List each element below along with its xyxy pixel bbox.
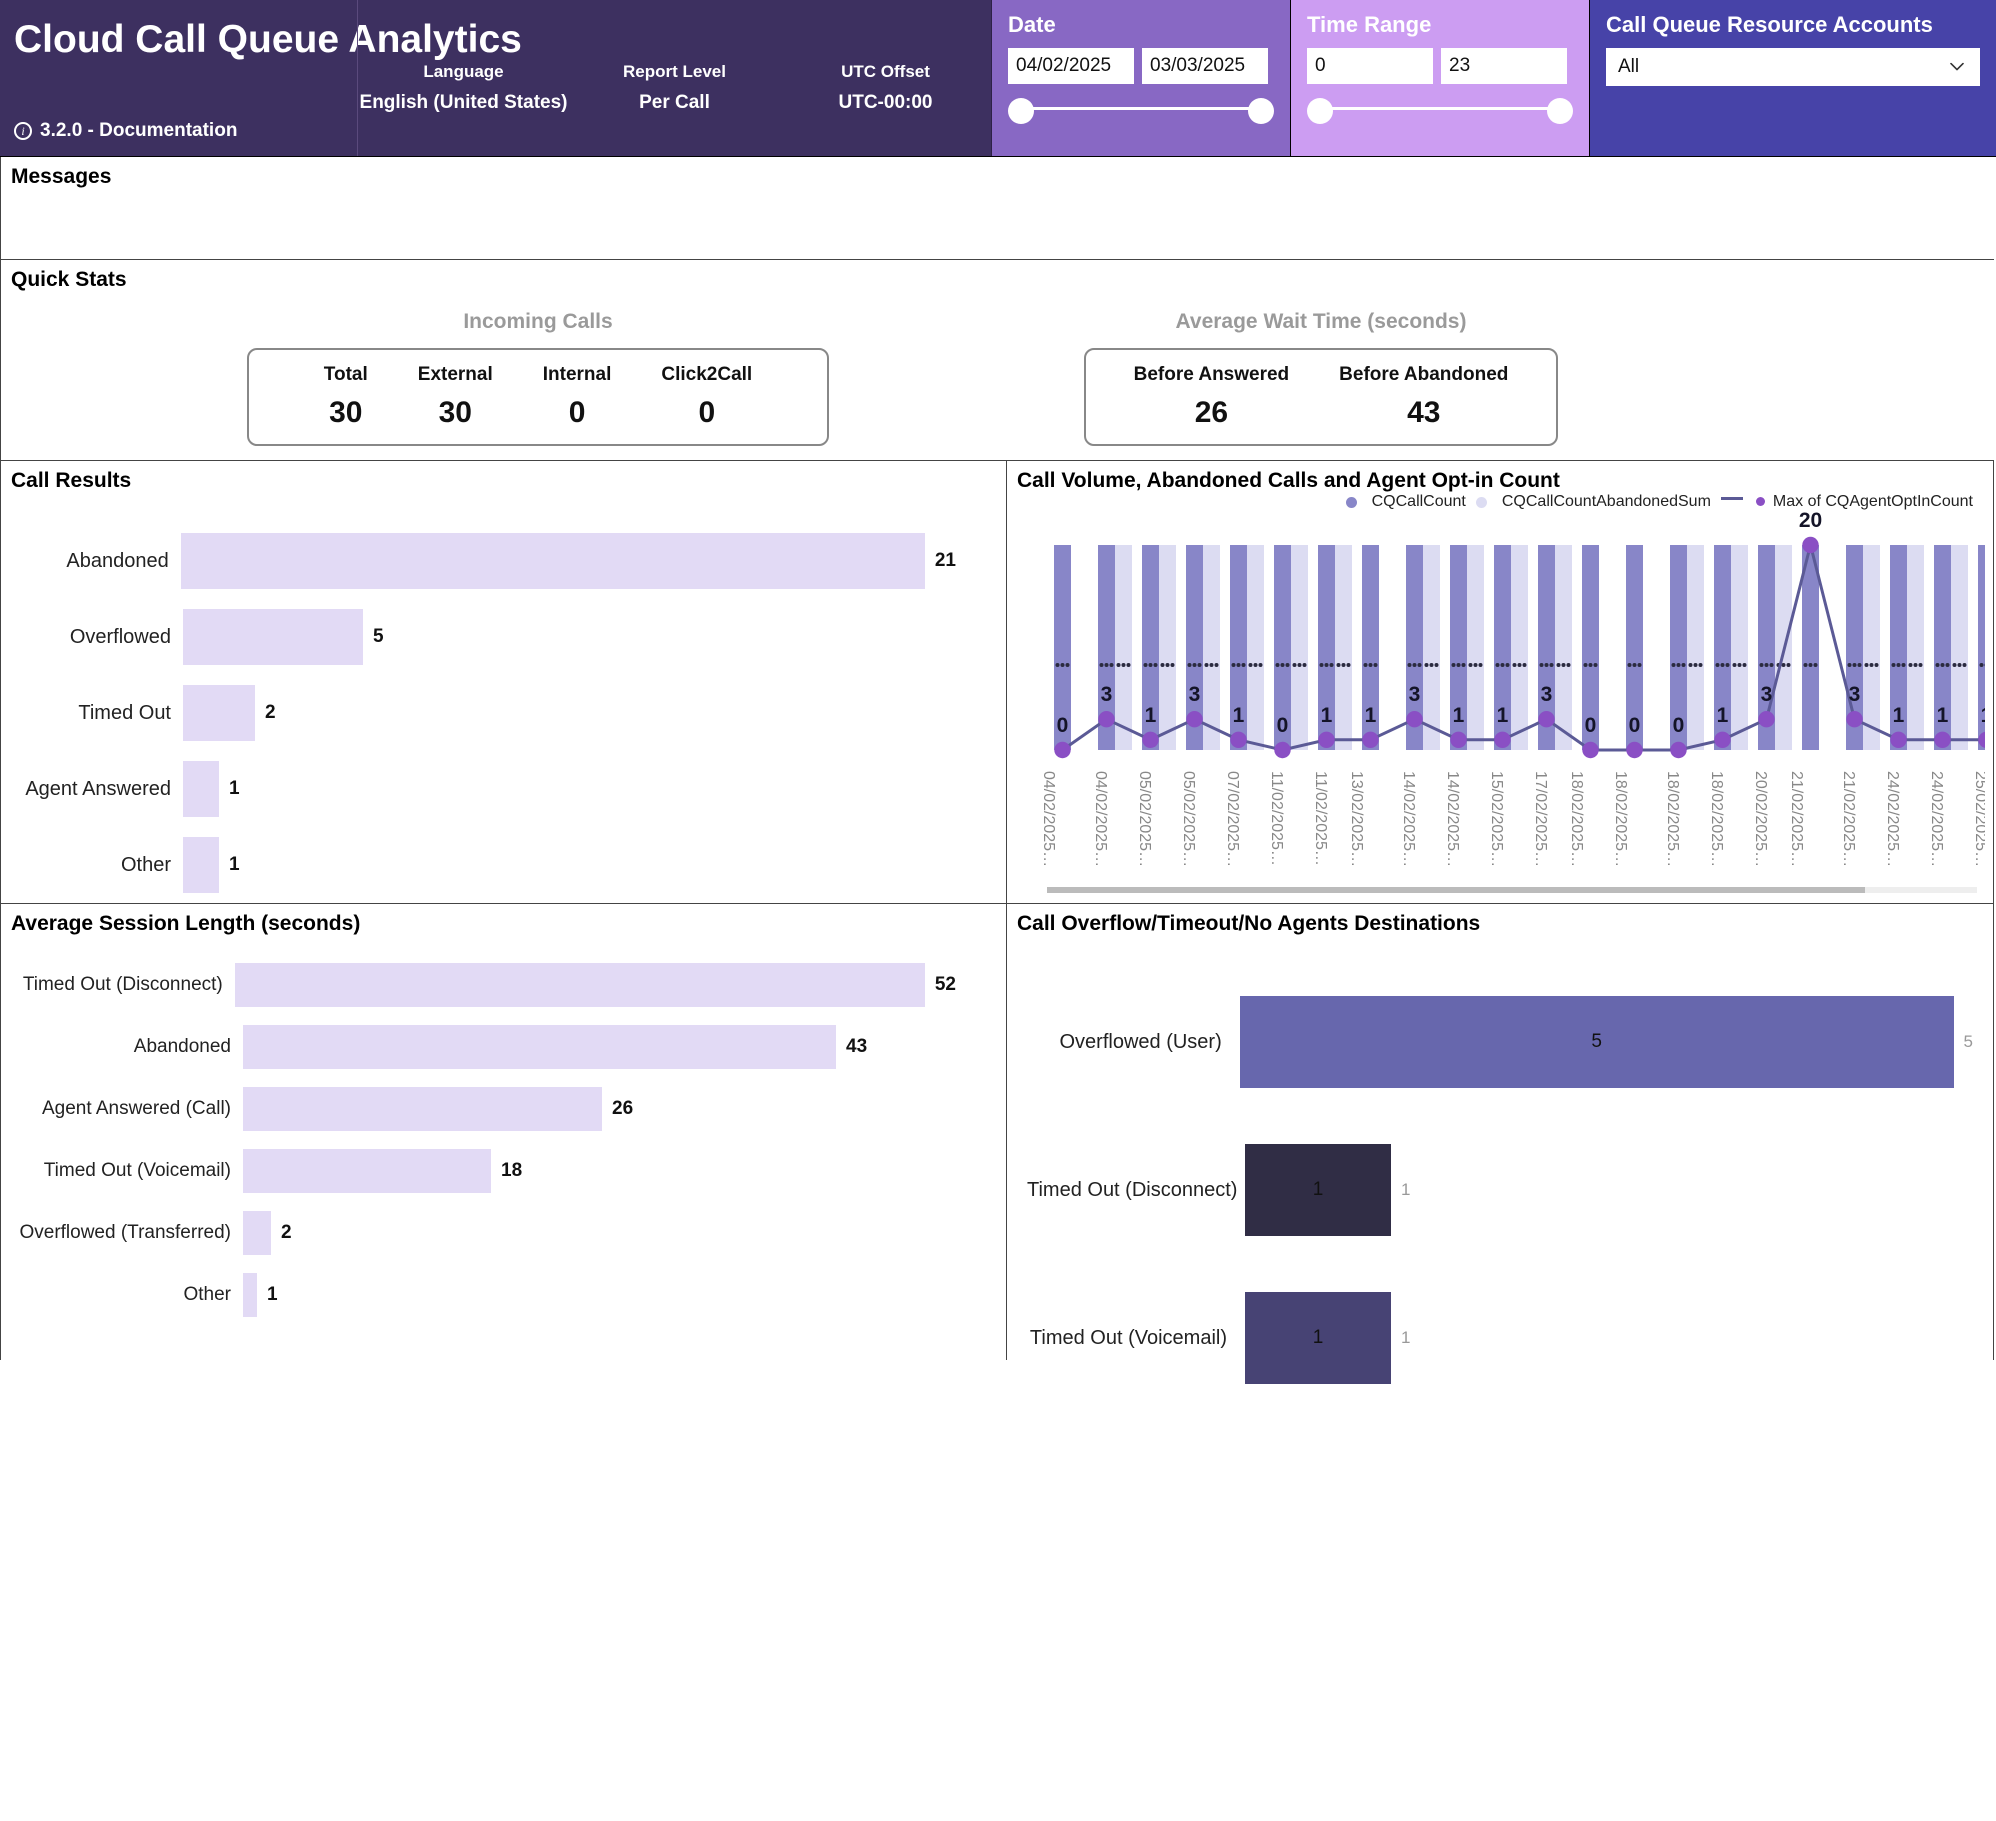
svg-text:1: 1 (1321, 704, 1333, 727)
svg-text:1: 1 (1145, 704, 1157, 727)
svg-text:1: 1 (1717, 704, 1729, 727)
svg-text:1: 1 (1937, 704, 1949, 727)
svg-text:1: 1 (1233, 704, 1245, 727)
svg-text:3: 3 (1761, 683, 1773, 706)
svg-text:0: 0 (1673, 714, 1685, 737)
svg-text:0: 0 (1585, 714, 1597, 737)
svg-text:0: 0 (1629, 714, 1641, 737)
svg-text:3: 3 (1409, 683, 1421, 706)
svg-text:1: 1 (1453, 704, 1465, 727)
svg-text:1: 1 (1893, 704, 1905, 727)
svg-text:20: 20 (1799, 509, 1822, 532)
svg-text:1: 1 (1497, 704, 1509, 727)
svg-text:3: 3 (1101, 683, 1113, 706)
svg-text:1: 1 (1981, 704, 1985, 727)
svg-text:3: 3 (1541, 683, 1553, 706)
svg-text:0: 0 (1057, 714, 1069, 737)
svg-text:0: 0 (1277, 714, 1289, 737)
svg-text:1: 1 (1365, 704, 1377, 727)
svg-text:3: 3 (1849, 683, 1861, 706)
svg-text:3: 3 (1189, 683, 1201, 706)
